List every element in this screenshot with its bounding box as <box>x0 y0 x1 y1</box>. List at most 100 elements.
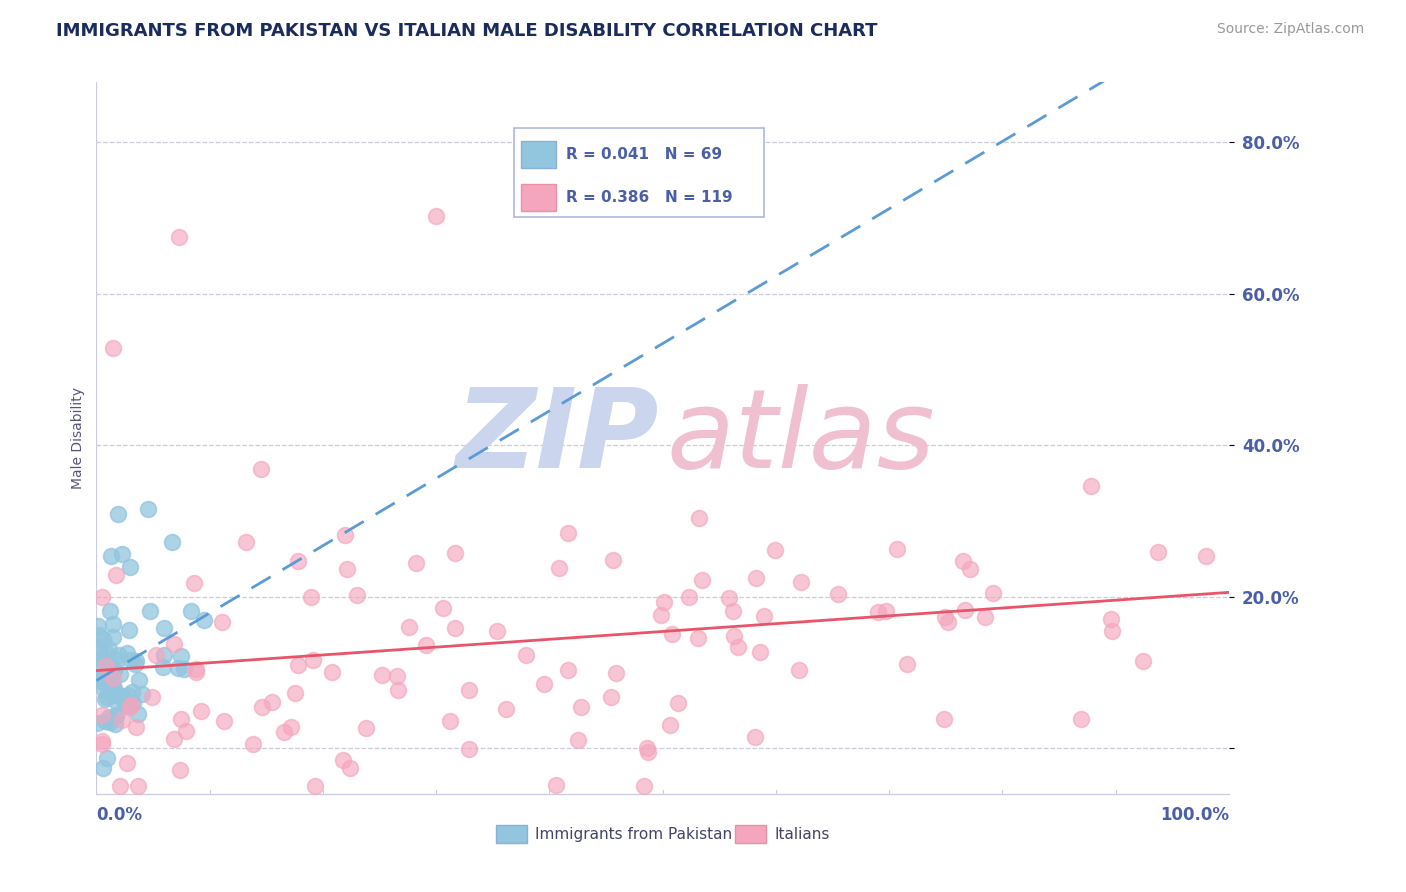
Point <box>118 700 141 714</box>
Point <box>748 645 770 659</box>
Point <box>87 671 110 685</box>
Point <box>405 556 427 570</box>
Point <box>101 683 124 698</box>
Point <box>333 527 356 541</box>
Point <box>105 708 128 723</box>
Point <box>105 688 128 702</box>
Text: Source: ZipAtlas.com: Source: ZipAtlas.com <box>1216 22 1364 37</box>
Point <box>959 562 981 576</box>
Point <box>398 620 420 634</box>
Point <box>120 698 142 712</box>
Point <box>211 615 233 630</box>
Point <box>86 661 108 675</box>
Point <box>170 648 193 663</box>
Point <box>110 779 132 793</box>
Point <box>111 547 134 561</box>
Point <box>896 657 918 671</box>
Point <box>304 780 326 794</box>
Point <box>153 621 176 635</box>
Point <box>790 575 813 590</box>
Point <box>120 560 142 574</box>
Point <box>953 602 976 616</box>
Point <box>666 696 689 710</box>
Point <box>787 663 810 677</box>
Point <box>1132 654 1154 668</box>
Point <box>101 668 124 682</box>
Point <box>98 642 121 657</box>
Point <box>260 695 283 709</box>
Point <box>127 707 149 722</box>
Point <box>387 683 409 698</box>
Point <box>103 681 125 696</box>
Point <box>302 653 325 667</box>
Point <box>721 603 744 617</box>
Point <box>167 230 190 244</box>
Point <box>94 647 117 661</box>
Point <box>875 604 897 618</box>
Point <box>110 667 132 681</box>
Point <box>250 699 273 714</box>
Point <box>425 209 447 223</box>
Point <box>167 661 190 675</box>
Point <box>96 658 118 673</box>
Point <box>128 673 150 687</box>
Point <box>100 549 122 563</box>
Point <box>141 690 163 705</box>
Point <box>91 653 114 667</box>
Point <box>718 591 741 605</box>
Point <box>91 708 114 723</box>
Point <box>495 701 517 715</box>
Point <box>936 615 959 629</box>
Point <box>136 501 159 516</box>
Point <box>139 604 162 618</box>
Point <box>952 554 974 568</box>
Point <box>533 677 555 691</box>
Point <box>91 737 114 751</box>
Point <box>727 640 749 655</box>
Point <box>567 733 589 747</box>
Point <box>444 621 467 635</box>
Text: 0.0%: 0.0% <box>97 806 142 824</box>
Point <box>153 648 176 662</box>
Point <box>273 725 295 739</box>
Point <box>458 682 481 697</box>
Text: IMMIGRANTS FROM PAKISTAN VS ITALIAN MALE DISABILITY CORRELATION CHART: IMMIGRANTS FROM PAKISTAN VS ITALIAN MALE… <box>56 22 877 40</box>
Point <box>173 662 195 676</box>
Point <box>763 542 786 557</box>
Point <box>115 646 138 660</box>
Point <box>981 586 1004 600</box>
Point <box>600 690 623 705</box>
Point <box>723 629 745 643</box>
Point <box>117 688 139 702</box>
Point <box>1099 612 1122 626</box>
Point <box>688 631 710 645</box>
Point <box>557 663 579 677</box>
Point <box>145 648 167 662</box>
Text: ZIP: ZIP <box>456 384 659 491</box>
Point <box>98 604 121 618</box>
Point <box>284 685 307 699</box>
Point <box>183 576 205 591</box>
Point <box>94 692 117 706</box>
Point <box>108 648 131 662</box>
Text: Immigrants from Pakistan: Immigrants from Pakistan <box>534 827 733 841</box>
Point <box>280 720 302 734</box>
Point <box>1195 549 1218 564</box>
Point <box>104 709 127 723</box>
Point <box>432 601 454 615</box>
Point <box>548 560 571 574</box>
Point <box>385 669 408 683</box>
Y-axis label: Male Disability: Male Disability <box>72 387 86 489</box>
Point <box>605 666 627 681</box>
Point <box>1070 712 1092 726</box>
Point <box>121 696 143 710</box>
Point <box>1080 479 1102 493</box>
Point <box>94 714 117 728</box>
Point <box>163 637 186 651</box>
Point <box>546 778 568 792</box>
Point <box>444 546 467 560</box>
Point <box>114 696 136 710</box>
Point <box>242 737 264 751</box>
Point <box>180 604 202 618</box>
Point <box>678 590 700 604</box>
